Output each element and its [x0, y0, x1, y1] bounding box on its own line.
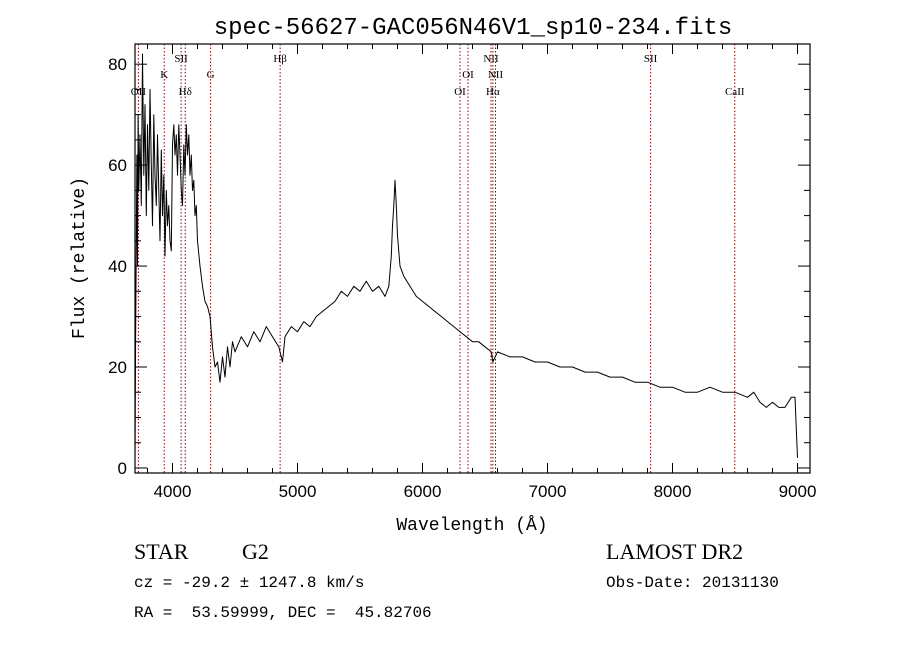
y-tick-label-3: 60 [108, 156, 127, 175]
line-marker-label-2: SII [174, 53, 188, 65]
y-tick-label-4: 80 [108, 55, 127, 74]
line-marker-label-4: G [207, 69, 215, 81]
redshift-velocity: cz = -29.2 ± 1247.8 km/s [134, 574, 365, 592]
y-tick-label-0: 0 [118, 459, 127, 478]
x-tick-label-0: 4000 [154, 482, 192, 501]
chart-title: spec-56627-GAC056N46V1_sp10-234.fits [214, 15, 732, 42]
line-marker-label-8: NII [483, 53, 499, 65]
object-class: STAR [134, 539, 189, 564]
x-tick-label-4: 8000 [654, 482, 692, 501]
x-axis-label: Wavelength (Å) [396, 515, 547, 536]
line-marker-label-1: K [160, 69, 168, 81]
emission-line-markers: OII K SII Hδ G Hβ OI OI NII Hα NII SII CaII [131, 44, 745, 473]
x-tick-label-3: 7000 [529, 482, 567, 501]
survey-name: LAMOST DR2 [606, 539, 744, 564]
line-marker-label-10: NII [488, 69, 504, 81]
x-tick-label-1: 5000 [279, 482, 317, 501]
line-marker-label-7: OI [462, 69, 474, 81]
y-tick-label-2: 40 [108, 257, 127, 276]
line-marker-label-0: OII [131, 86, 147, 98]
observation-date: Obs-Date: 20131130 [606, 574, 779, 592]
x-tick-label-2: 6000 [404, 482, 442, 501]
spectrum-line-0 [134, 53, 798, 458]
x-tick-label-5: 9000 [779, 482, 817, 501]
line-marker-label-9: Hα [486, 86, 500, 98]
y-axis: 0 20 40 60 80 [108, 55, 810, 478]
x-axis: 4000 5000 6000 7000 8000 9000 [147, 44, 817, 501]
plot-frame [134, 43, 811, 474]
line-marker-label-11: SII [644, 53, 658, 65]
coordinates: RA = 53.59999, DEC = 45.82706 [134, 604, 432, 622]
line-marker-label-3: Hδ [179, 86, 192, 98]
line-marker-label-12: CaII [725, 86, 745, 98]
object-subclass: G2 [242, 539, 269, 564]
y-tick-label-1: 20 [108, 358, 127, 377]
line-marker-label-6: OI [454, 86, 466, 98]
spectrum-series [134, 53, 798, 458]
line-marker-label-5: Hβ [273, 53, 287, 65]
y-axis-label: Flux (relative) [70, 177, 90, 339]
